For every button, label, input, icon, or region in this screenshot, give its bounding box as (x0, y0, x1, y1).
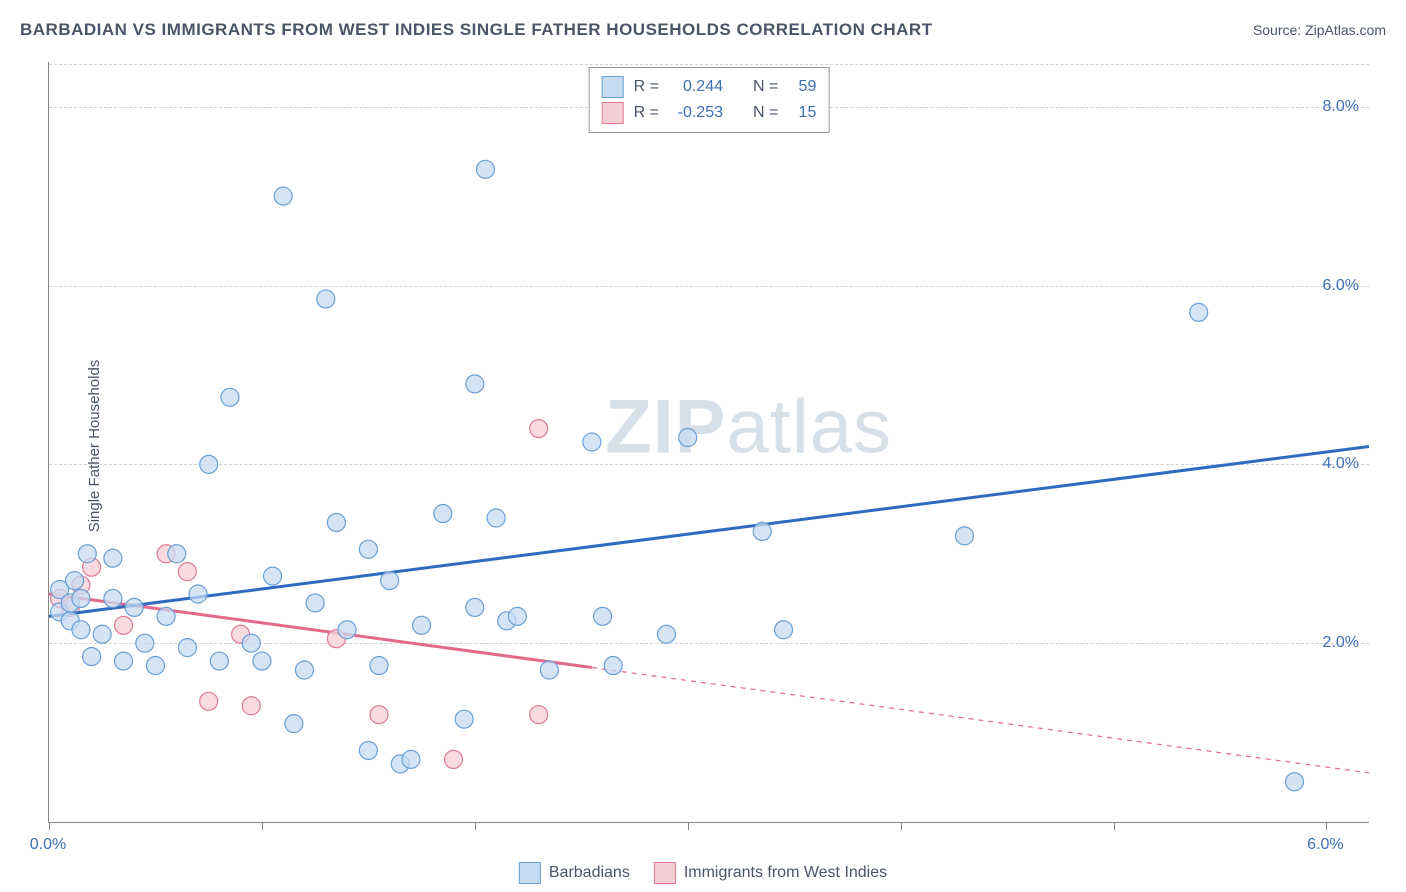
regression-line (49, 446, 1369, 616)
data-point (359, 540, 377, 558)
x-tick (688, 822, 689, 830)
data-point (295, 661, 313, 679)
data-point (445, 750, 463, 768)
series-legend: Barbadians Immigrants from West Indies (519, 862, 887, 884)
correlation-legend: R = 0.244 N = 59 R = -0.253 N = 15 (589, 67, 830, 133)
data-point (104, 549, 122, 567)
data-point (146, 657, 164, 675)
data-point (264, 567, 282, 585)
data-point (594, 607, 612, 625)
source-label: Source: ZipAtlas.com (1253, 22, 1386, 38)
plot-area: 2.0%4.0%6.0%8.0% ZIPatlas R = 0.244 N = … (48, 62, 1369, 823)
data-point (955, 527, 973, 545)
chart-header: BARBADIAN VS IMMIGRANTS FROM WEST INDIES… (20, 20, 1386, 40)
data-point (359, 741, 377, 759)
data-point (72, 589, 90, 607)
x-tick (901, 822, 902, 830)
data-point (1190, 303, 1208, 321)
data-point (679, 429, 697, 447)
data-point (413, 616, 431, 634)
data-point (402, 750, 420, 768)
data-point (200, 455, 218, 473)
data-point (530, 706, 548, 724)
data-point (466, 598, 484, 616)
data-point (93, 625, 111, 643)
series-b-swatch-icon (602, 102, 624, 124)
data-point (104, 589, 122, 607)
data-point (327, 513, 345, 531)
x-tick (262, 822, 263, 830)
data-point (753, 522, 771, 540)
data-point (72, 621, 90, 639)
data-point (306, 594, 324, 612)
legend-row-b: R = -0.253 N = 15 (602, 100, 817, 126)
data-point (476, 160, 494, 178)
x-tick-label: 6.0% (1307, 836, 1343, 854)
data-point (83, 648, 101, 666)
data-point (78, 545, 96, 563)
legend-item-b: Immigrants from West Indies (654, 862, 887, 884)
series-b-swatch-icon (654, 862, 676, 884)
x-tick (475, 822, 476, 830)
data-point (242, 697, 260, 715)
data-point (285, 715, 303, 733)
data-point (210, 652, 228, 670)
x-tick (49, 822, 50, 830)
data-point (583, 433, 601, 451)
x-tick (1326, 822, 1327, 830)
data-point (370, 657, 388, 675)
data-point (178, 563, 196, 581)
legend-item-a: Barbadians (519, 862, 630, 884)
chart-title: BARBADIAN VS IMMIGRANTS FROM WEST INDIES… (20, 20, 933, 40)
data-point (168, 545, 186, 563)
data-point (317, 290, 335, 308)
data-point (221, 388, 239, 406)
data-point (370, 706, 388, 724)
data-point (200, 692, 218, 710)
series-b-label: Immigrants from West Indies (684, 864, 887, 882)
data-point (775, 621, 793, 639)
data-point (434, 505, 452, 523)
data-point (253, 652, 271, 670)
data-point (487, 509, 505, 527)
x-tick (1114, 822, 1115, 830)
data-point (242, 634, 260, 652)
series-a-swatch-icon (602, 76, 624, 98)
data-point (508, 607, 526, 625)
data-point (540, 661, 558, 679)
data-point (178, 639, 196, 657)
data-point (530, 420, 548, 438)
data-point (115, 616, 133, 634)
regression-line-dashed (592, 668, 1369, 773)
series-a-swatch-icon (519, 862, 541, 884)
data-point (66, 572, 84, 590)
scatter-plot-svg (49, 62, 1369, 822)
data-point (455, 710, 473, 728)
data-point (136, 634, 154, 652)
data-point (115, 652, 133, 670)
data-point (125, 598, 143, 616)
data-point (338, 621, 356, 639)
data-point (1285, 773, 1303, 791)
data-point (466, 375, 484, 393)
x-tick-label: 0.0% (30, 836, 66, 854)
data-point (604, 657, 622, 675)
data-point (274, 187, 292, 205)
data-point (157, 607, 175, 625)
series-a-label: Barbadians (549, 864, 630, 882)
legend-row-a: R = 0.244 N = 59 (602, 74, 817, 100)
data-point (657, 625, 675, 643)
data-point (381, 572, 399, 590)
data-point (189, 585, 207, 603)
